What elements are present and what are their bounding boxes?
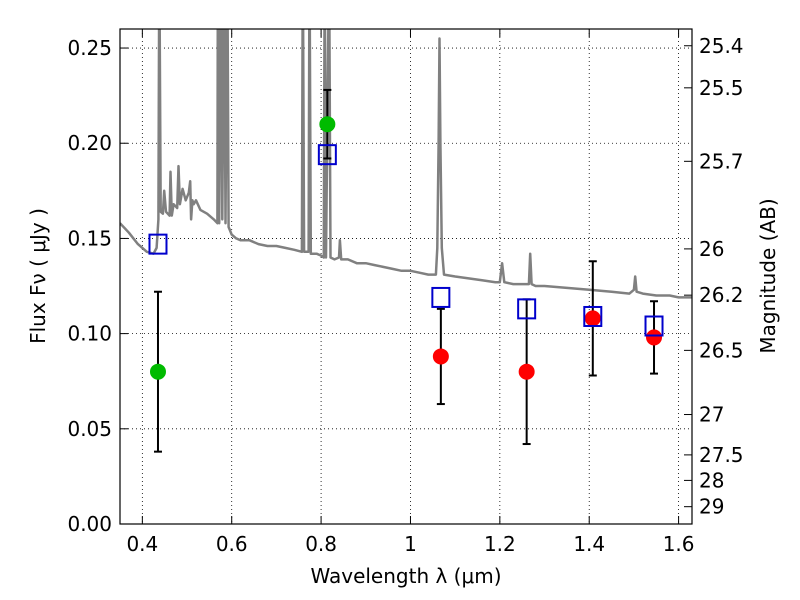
y2-tick-label: 27.5: [699, 443, 744, 467]
data-points-layer: [148, 88, 664, 453]
photometry-point: [646, 329, 663, 346]
y2-tick-label: 25.5: [699, 76, 744, 100]
plot-background: [120, 29, 692, 524]
y2-tick-label: 26: [699, 237, 724, 261]
x-tick-label: 1.2: [484, 532, 516, 556]
model-flux-square: [148, 233, 168, 255]
model-flux-square: [431, 286, 451, 308]
y2-tick-label: 27: [699, 403, 724, 427]
y-tick-label: 0.00: [67, 512, 112, 536]
x-tick-label: 0.8: [305, 532, 337, 556]
x-tick-label: 1.4: [573, 532, 605, 556]
y-tick-label: 0.20: [67, 131, 112, 155]
photometry-point: [584, 310, 601, 327]
x-axis-title: Wavelength λ (μm): [310, 564, 501, 588]
photometry-point: [149, 363, 166, 380]
y-tick-label: 0.05: [67, 417, 112, 441]
model-flux-square: [644, 315, 664, 337]
y2-tick-label: 25.7: [699, 149, 744, 173]
photometry-point: [319, 116, 336, 133]
x-tick-label: 1: [404, 532, 417, 556]
y-tick-label: 0.15: [67, 226, 112, 250]
y2-axis-title: Magnitude (AB): [756, 198, 780, 353]
y2-tick-label: 28: [699, 468, 724, 492]
y2-tick-label: 26.5: [699, 338, 744, 362]
model-flux-square: [583, 305, 603, 327]
photometry-point: [518, 363, 535, 380]
y-tick-label: 0.25: [67, 36, 112, 60]
model-spectrum-layer: [120, 29, 692, 299]
model-flux-square: [317, 144, 337, 166]
y-axis-title: Flux Fν ( μJy ): [26, 208, 50, 344]
y2-tick-label: 26.2: [699, 283, 744, 307]
photometry-point: [432, 348, 449, 365]
y2-tick-label: 29: [699, 495, 724, 519]
model-spectrum-line: [120, 29, 692, 299]
x-tick-label: 1.6: [663, 532, 695, 556]
x-tick-label: 0.4: [126, 532, 158, 556]
plot-frame: [119, 28, 693, 525]
x-tick-label: 0.6: [216, 532, 248, 556]
y-tick-label: 0.10: [67, 322, 112, 346]
axis-ticks: 0.4 0.6 0.8 1 1.2 1.4 1.6 0.00 0.05 0.10 0.15 0.20 0…: [67, 29, 744, 556]
y2-tick-label: 25.4: [699, 34, 744, 58]
model-flux-square: [517, 298, 537, 320]
